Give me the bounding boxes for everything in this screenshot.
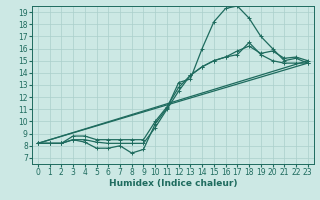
X-axis label: Humidex (Indice chaleur): Humidex (Indice chaleur) [108, 179, 237, 188]
